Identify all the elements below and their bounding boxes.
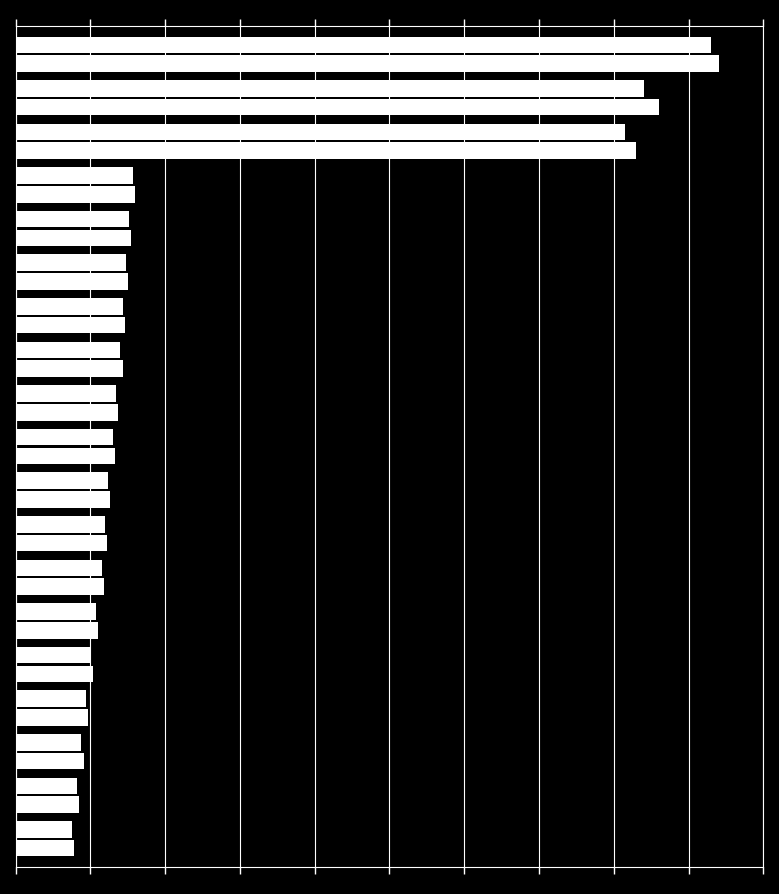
Bar [16, 255, 125, 272]
Bar [16, 492, 110, 508]
Bar [16, 473, 108, 489]
Bar [16, 81, 643, 97]
Bar [16, 124, 625, 141]
Bar [16, 753, 83, 770]
Bar [16, 822, 72, 838]
Bar [16, 778, 77, 794]
Bar [16, 100, 659, 116]
Bar [16, 797, 79, 813]
Bar [16, 56, 718, 72]
Bar [16, 386, 116, 402]
Bar [16, 840, 74, 856]
Bar [16, 274, 128, 291]
Bar [16, 342, 120, 358]
Bar [16, 38, 711, 54]
Bar [16, 622, 98, 639]
Bar [16, 361, 122, 377]
Bar [16, 536, 107, 552]
Bar [16, 187, 136, 203]
Bar [16, 560, 101, 577]
Bar [16, 709, 88, 726]
Bar [16, 429, 113, 446]
Bar [16, 231, 132, 247]
Bar [16, 734, 81, 751]
Bar [16, 405, 118, 421]
Bar [16, 578, 104, 595]
Bar [16, 448, 115, 465]
Bar [16, 647, 91, 663]
Bar [16, 517, 104, 533]
Bar [16, 168, 133, 185]
Bar [16, 143, 636, 160]
Bar [16, 212, 129, 228]
Bar [16, 299, 123, 316]
Bar [16, 666, 93, 682]
Bar [16, 691, 86, 707]
Bar [16, 603, 96, 620]
Bar [16, 317, 125, 334]
